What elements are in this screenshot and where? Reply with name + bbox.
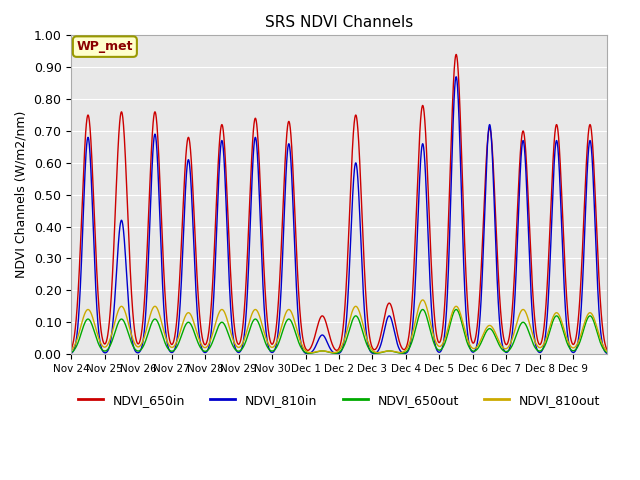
Legend: NDVI_650in, NDVI_810in, NDVI_650out, NDVI_810out: NDVI_650in, NDVI_810in, NDVI_650out, NDV… (73, 389, 605, 412)
Y-axis label: NDVI Channels (W/m2/nm): NDVI Channels (W/m2/nm) (15, 111, 28, 278)
Text: WP_met: WP_met (77, 40, 133, 53)
Title: SRS NDVI Channels: SRS NDVI Channels (265, 15, 413, 30)
